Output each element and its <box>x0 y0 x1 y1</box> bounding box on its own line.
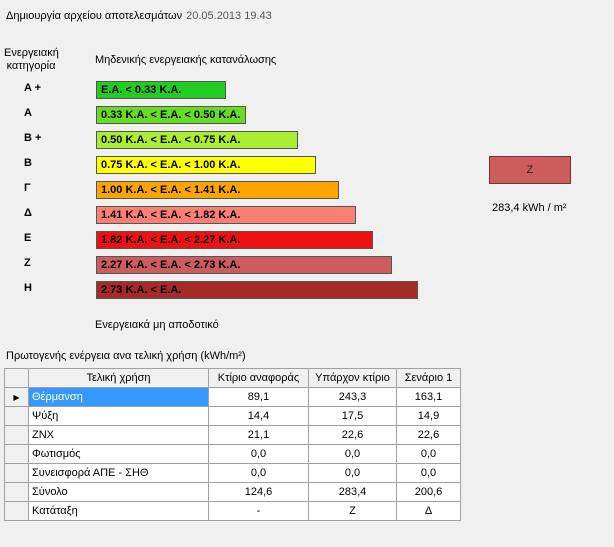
category-heading-line-2: κατηγορία <box>6 60 56 72</box>
row-label-cell[interactable]: Θέρμανση <box>28 387 209 407</box>
row-header-cell[interactable] <box>4 425 29 445</box>
row-label-cell[interactable]: Σύνολο <box>28 482 209 502</box>
category-heading: Ενεργειακή κατηγορία <box>4 47 59 73</box>
value-cell[interactable]: 22,6 <box>308 425 397 445</box>
column-header[interactable]: Σενάριο 1 <box>396 368 461 388</box>
row-header-cell[interactable] <box>4 406 29 426</box>
row-label-cell[interactable]: Ψύξη <box>28 406 209 426</box>
table-row[interactable]: ZNX 21,1 22,6 22,6 <box>4 425 461 445</box>
result-class-box: Z <box>489 156 571 184</box>
column-header[interactable]: Τελική χρήση <box>28 368 209 388</box>
category-bar: E.A. < 0.33 K.A. <box>96 81 226 99</box>
grid-body: ▶ Θέρμανση 89,1 243,3 163,1 Ψύξη 14,4 17,5 14,9 Z… <box>4 387 461 521</box>
row-header-cell[interactable] <box>4 501 29 521</box>
value-cell[interactable]: 0,0 <box>208 463 309 483</box>
value-cell[interactable]: - <box>208 501 309 521</box>
column-header[interactable]: Υπάρχον κτίριο <box>308 368 397 388</box>
category-bar: 0.50 K.A. < E.A. < 0.75 K.A. <box>96 131 298 149</box>
category-bar: 1.41 K.A. < E.A. < 1.82 K.A. <box>96 206 356 224</box>
category-letter: Γ <box>24 182 31 194</box>
category-letter: B + <box>24 132 42 144</box>
grid-header-row: Τελική χρήση Κτίριο αναφοράς Υπάρχον κτί… <box>4 368 461 388</box>
table-row[interactable]: Φωτισμός 0,0 0,0 0,0 <box>4 444 461 464</box>
row-header-cell[interactable] <box>4 444 29 464</box>
row-label-cell[interactable]: ZNX <box>28 425 209 445</box>
header-timestamp: 20.05.2013 19.43 <box>186 10 272 22</box>
energy-data-grid[interactable]: Τελική χρήση Κτίριο αναφοράς Υπάρχον κτί… <box>4 368 461 521</box>
category-letter: Δ <box>24 207 32 219</box>
value-cell[interactable]: 0,0 <box>396 463 461 483</box>
table-row[interactable]: Σύνολο 124,6 283,4 200,6 <box>4 482 461 502</box>
value-cell[interactable]: 200,6 <box>396 482 461 502</box>
category-bar: 1.00 K.A. < E.A. < 1.41 K.A. <box>96 181 339 199</box>
value-cell[interactable]: 14,4 <box>208 406 309 426</box>
category-bar: 0.75 K.A. < E.A. < 1.00 K.A. <box>96 156 316 174</box>
value-cell[interactable]: 124,6 <box>208 482 309 502</box>
top-scale-label: Μηδενικής ενεργειακής κατανάλωσης <box>95 54 277 66</box>
row-header-cell[interactable] <box>4 463 29 483</box>
value-cell[interactable]: 0,0 <box>396 444 461 464</box>
header-title: Δημιουργία αρχείου αποτελεσμάτων <box>6 10 183 22</box>
value-cell[interactable]: 243,3 <box>308 387 397 407</box>
window-header: Δημιουργία αρχείου αποτελεσμάτων 20.05.20… <box>6 10 272 22</box>
value-cell[interactable]: 283,4 <box>308 482 397 502</box>
row-header-cell[interactable] <box>4 482 29 502</box>
bottom-scale-label: Ενεργειακά μη αποδοτικό <box>95 319 219 331</box>
value-cell[interactable]: 17,5 <box>308 406 397 426</box>
table-row[interactable]: Κατάταξη - Z Δ <box>4 501 461 521</box>
value-cell[interactable]: 21,1 <box>208 425 309 445</box>
category-letter: A <box>24 107 32 119</box>
value-cell[interactable]: 0,0 <box>308 444 397 464</box>
value-cell[interactable]: 22,6 <box>396 425 461 445</box>
column-header[interactable]: Κτίριο αναφοράς <box>208 368 309 388</box>
category-bar: 1.82 K.A. < E.A. < 2.27 K.A. <box>96 231 373 249</box>
row-label-cell[interactable]: Φωτισμός <box>28 444 209 464</box>
category-letter: H <box>24 282 32 294</box>
category-bar: 2.27 K.A. < E.A. < 2.73 K.A. <box>96 256 392 274</box>
value-cell[interactable]: 163,1 <box>396 387 461 407</box>
value-cell[interactable]: 0,0 <box>308 463 397 483</box>
value-cell[interactable]: 0,0 <box>208 444 309 464</box>
value-cell[interactable]: Z <box>308 501 397 521</box>
table-row[interactable]: Συνεισφορά ΑΠΕ - ΣΗΘ 0,0 0,0 0,0 <box>4 463 461 483</box>
category-bar: 2.73 K.A. < E.A. <box>96 281 418 299</box>
current-row-indicator-icon[interactable]: ▶ <box>4 387 29 407</box>
value-cell[interactable]: 89,1 <box>208 387 309 407</box>
category-letter: B <box>24 157 32 169</box>
result-value: 283,4 kWh / m² <box>492 202 567 214</box>
value-cell[interactable]: 14,9 <box>396 406 461 426</box>
category-letter: A + <box>24 82 42 94</box>
category-letter: Z <box>24 257 31 269</box>
row-label-cell[interactable]: Συνεισφορά ΑΠΕ - ΣΗΘ <box>28 463 209 483</box>
value-cell[interactable]: Δ <box>396 501 461 521</box>
table-row[interactable]: Ψύξη 14,4 17,5 14,9 <box>4 406 461 426</box>
category-bar: 0.33 K.A. < E.A. < 0.50 K.A. <box>96 106 246 124</box>
category-heading-line-1: Ενεργειακή <box>4 47 59 59</box>
row-label-cell[interactable]: Κατάταξη <box>28 501 209 521</box>
row-header-corner <box>4 368 29 388</box>
table-row[interactable]: ▶ Θέρμανση 89,1 243,3 163,1 <box>4 387 461 407</box>
table-title: Πρωτογενής ενέργεια ανα τελική χρήση (kW… <box>6 350 246 362</box>
category-letter: E <box>24 232 32 244</box>
